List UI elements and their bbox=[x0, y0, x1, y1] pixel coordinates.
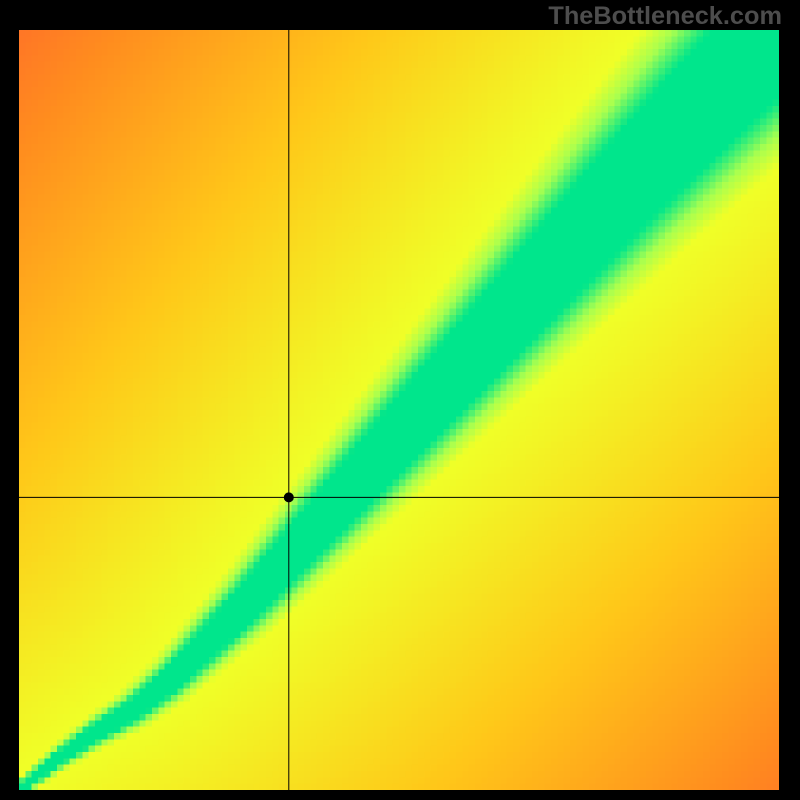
bottleneck-heatmap bbox=[19, 30, 779, 790]
chart-root: TheBottleneck.com bbox=[0, 0, 800, 800]
watermark-text: TheBottleneck.com bbox=[548, 2, 782, 31]
